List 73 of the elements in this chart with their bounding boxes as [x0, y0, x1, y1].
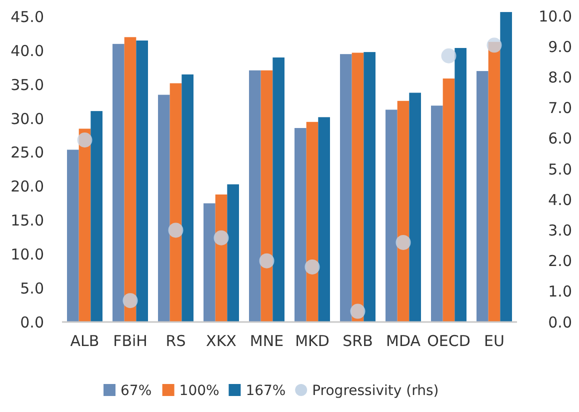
y-tick-label: 30.0 [10, 110, 44, 128]
y-tick-label: 5.0 [20, 279, 44, 298]
bar [170, 83, 182, 322]
y-tick-label: 15.0 [10, 212, 44, 230]
point [441, 48, 456, 64]
x-tick-label: SRB [342, 332, 373, 350]
y-tick-label: 10.0 [10, 245, 44, 264]
legend-label: 167% [246, 382, 286, 399]
bar [204, 203, 216, 322]
y2-tick-label: 4.0 [548, 190, 572, 209]
bar [158, 94, 170, 322]
bar [306, 122, 318, 322]
x-tick-label: RS [166, 332, 186, 350]
y-tick-label: 35.0 [10, 76, 44, 94]
x-tick-label: ALB [70, 332, 100, 350]
point [396, 234, 411, 250]
y-tick-label: 45.0 [10, 8, 44, 26]
y2-tick-label: 8.0 [548, 68, 572, 87]
y2-tick-label: 5.0 [548, 160, 572, 178]
point [122, 293, 138, 308]
bar [249, 70, 261, 322]
bar [318, 117, 330, 322]
bar [340, 54, 352, 322]
bar [364, 52, 376, 322]
legend-label: 100% [179, 382, 220, 399]
x-tick-label: XKX [206, 332, 236, 350]
point [214, 230, 229, 246]
point [304, 259, 320, 274]
y2-tick-label: 6.0 [548, 130, 572, 148]
bar [386, 110, 398, 322]
bar [294, 128, 306, 322]
bar [260, 70, 273, 322]
x-tick-label: MNE [250, 332, 284, 350]
y2-tick-label: 2.0 [548, 252, 572, 270]
bar [397, 100, 410, 322]
y-tick-label: 25.0 [10, 144, 44, 162]
legend-label: 67% [120, 382, 152, 399]
bar [227, 184, 239, 322]
bar [476, 71, 488, 322]
bar [431, 106, 443, 322]
x-tick-label: FBiH [113, 332, 148, 350]
bar [136, 40, 148, 322]
y2-tick-label: 10.0 [538, 7, 572, 26]
y-tick-label: 20.0 [10, 178, 44, 196]
legend-label: Progressivity (rhs) [312, 382, 439, 399]
y2-tick-label: 0.0 [548, 313, 572, 332]
bar [112, 44, 124, 322]
bar [124, 37, 136, 322]
bar [442, 78, 455, 322]
bar [272, 57, 284, 322]
bar [182, 74, 194, 322]
x-tick-label: OECD [427, 332, 470, 350]
bar [454, 48, 466, 322]
bar [500, 12, 512, 322]
point [350, 304, 366, 319]
bar [352, 52, 364, 322]
y2-tick-label: 7.0 [548, 99, 572, 118]
y2-tick-label: 3.0 [548, 221, 572, 240]
bar [67, 150, 79, 322]
y2-tick-label: 1.0 [548, 282, 572, 301]
point [77, 132, 92, 148]
bar [78, 128, 91, 322]
x-tick-label: EU [484, 332, 504, 350]
point [486, 38, 502, 53]
point [168, 222, 184, 238]
x-tick-label: MKD [295, 332, 330, 350]
y-tick-label: 0.0 [20, 313, 44, 332]
y-tick-label: 40.0 [10, 42, 44, 60]
x-tick-label: MDA [386, 332, 422, 350]
y2-tick-label: 9.0 [548, 38, 572, 56]
bar [90, 111, 102, 322]
bar [409, 92, 421, 322]
point [259, 253, 274, 268]
